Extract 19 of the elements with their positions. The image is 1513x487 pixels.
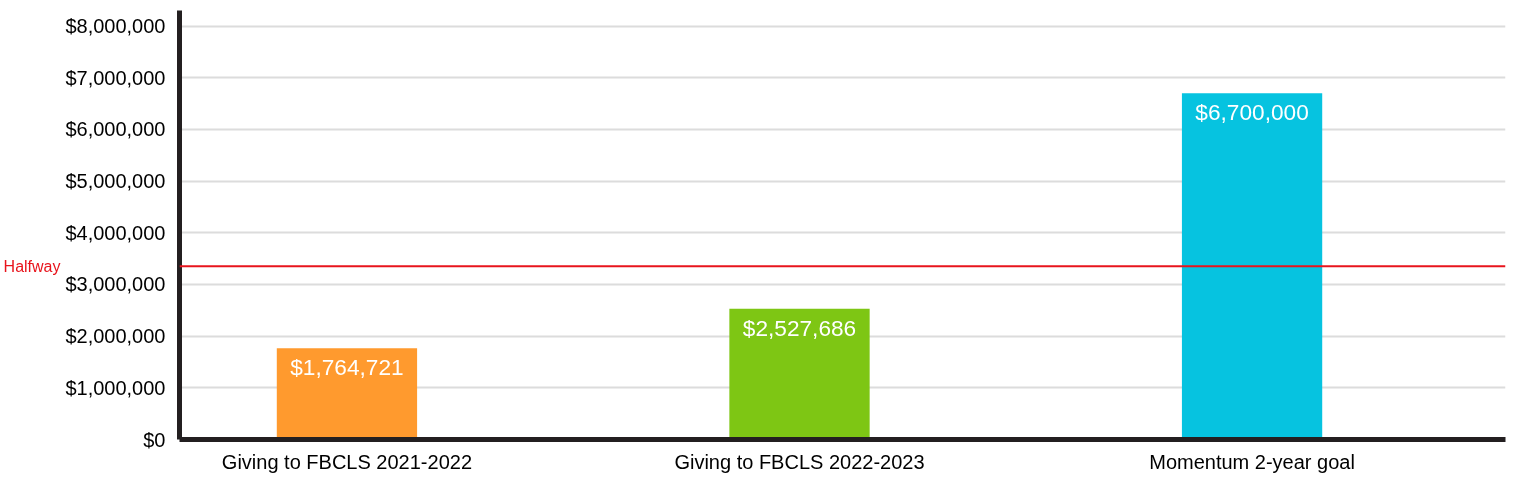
y-tick-label: $7,000,000 xyxy=(65,66,166,89)
y-tick-label: $0 xyxy=(143,428,166,451)
x-tick-label: Momentum 2-year goal xyxy=(1149,450,1355,473)
y-tick-label: $8,000,000 xyxy=(65,15,166,38)
bar xyxy=(729,308,870,440)
y-tick-label: $2,000,000 xyxy=(65,325,166,348)
data-label: $2,527,686 xyxy=(742,314,857,341)
bar xyxy=(1181,93,1323,440)
y-tick-label: $5,000,000 xyxy=(65,170,166,193)
y-tick-label: $4,000,000 xyxy=(65,221,166,244)
bar xyxy=(276,348,418,440)
x-tick-label: Giving to FBCLS 2022-2023 xyxy=(674,450,925,473)
ref-line-label: Halfway xyxy=(3,257,61,275)
y-tick-label: $1,000,000 xyxy=(65,376,166,399)
data-label: $1,764,721 xyxy=(290,354,404,381)
data-label: $6,700,000 xyxy=(1195,99,1309,126)
y-tick-label: $3,000,000 xyxy=(65,273,166,296)
y-tick-label: $6,000,000 xyxy=(65,118,166,141)
x-tick-label: Giving to FBCLS 2021-2022 xyxy=(221,450,473,473)
